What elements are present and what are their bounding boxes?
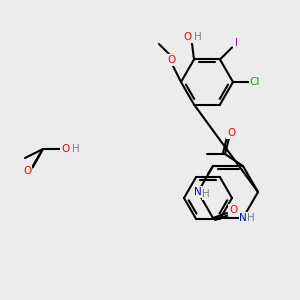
Text: H: H	[202, 189, 210, 199]
Text: O: O	[227, 128, 235, 138]
Text: Cl: Cl	[250, 77, 260, 87]
Text: N: N	[194, 187, 202, 197]
Text: N: N	[239, 213, 247, 223]
Text: O: O	[23, 166, 31, 176]
Text: O: O	[229, 205, 237, 215]
Text: H: H	[72, 144, 80, 154]
Text: O: O	[184, 32, 192, 43]
Text: H: H	[247, 213, 255, 223]
Text: H: H	[194, 32, 202, 43]
Text: O: O	[167, 55, 175, 65]
Text: I: I	[235, 38, 238, 49]
Text: O: O	[61, 144, 69, 154]
